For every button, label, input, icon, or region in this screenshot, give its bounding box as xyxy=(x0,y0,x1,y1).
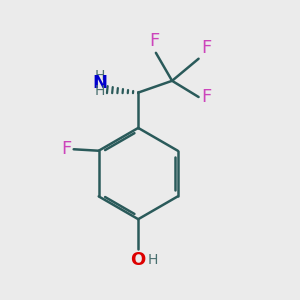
Text: F: F xyxy=(149,32,160,50)
Text: H: H xyxy=(95,84,105,98)
Text: F: F xyxy=(201,39,211,57)
Text: H: H xyxy=(95,68,105,83)
Text: N: N xyxy=(92,74,107,92)
Text: F: F xyxy=(201,88,211,106)
Text: F: F xyxy=(61,140,71,158)
Text: O: O xyxy=(130,251,146,269)
Text: H: H xyxy=(148,253,158,267)
